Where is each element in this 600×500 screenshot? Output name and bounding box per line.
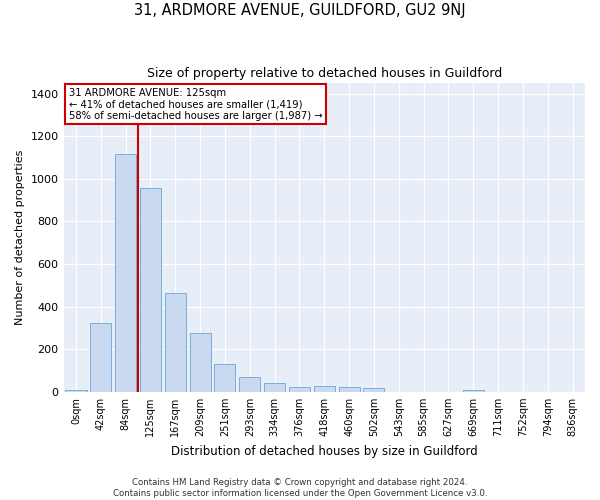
Title: Size of property relative to detached houses in Guildford: Size of property relative to detached ho…	[146, 68, 502, 80]
Bar	[239, 377, 260, 392]
Bar	[314, 386, 335, 392]
Text: Contains HM Land Registry data © Crown copyright and database right 2024.
Contai: Contains HM Land Registry data © Crown c…	[113, 478, 487, 498]
Bar	[65, 390, 86, 392]
Bar	[140, 188, 161, 392]
Bar	[338, 387, 359, 392]
X-axis label: Distribution of detached houses by size in Guildford: Distribution of detached houses by size …	[171, 444, 478, 458]
Bar	[190, 333, 211, 392]
Bar	[90, 322, 112, 392]
Bar	[214, 364, 235, 392]
Bar	[463, 390, 484, 392]
Bar	[364, 388, 385, 392]
Y-axis label: Number of detached properties: Number of detached properties	[15, 150, 25, 325]
Text: 31, ARDMORE AVENUE, GUILDFORD, GU2 9NJ: 31, ARDMORE AVENUE, GUILDFORD, GU2 9NJ	[134, 2, 466, 18]
Bar	[165, 293, 186, 392]
Bar	[289, 387, 310, 392]
Bar	[115, 154, 136, 392]
Bar	[264, 384, 285, 392]
Text: 31 ARDMORE AVENUE: 125sqm
← 41% of detached houses are smaller (1,419)
58% of se: 31 ARDMORE AVENUE: 125sqm ← 41% of detac…	[69, 88, 322, 121]
